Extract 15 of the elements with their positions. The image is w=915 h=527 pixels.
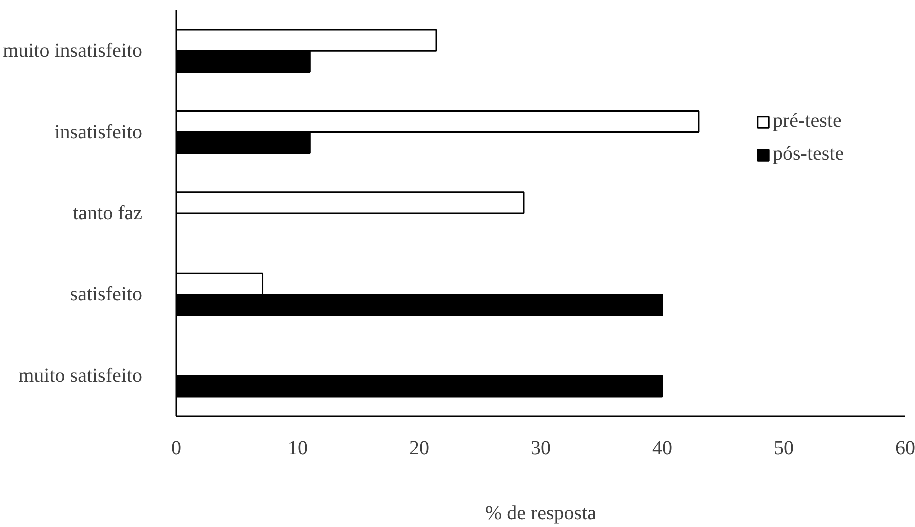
x-tick-label: 60 xyxy=(896,438,915,460)
x-tick-label: 50 xyxy=(774,438,794,460)
x-tick-label: 30 xyxy=(531,438,551,460)
y-tick-label: insatisfeito xyxy=(54,121,142,144)
y-tick-label: muito satisfeito xyxy=(18,364,143,387)
y-tick-label: satisfeito xyxy=(70,284,143,306)
legend-label: pré-teste xyxy=(773,110,842,133)
y-tick-label: muito insatisfeito xyxy=(3,40,143,62)
legend-label: pós-teste xyxy=(773,143,844,166)
x-tick-label: 40 xyxy=(652,438,672,460)
y-tick-label: tanto faz xyxy=(73,202,143,224)
x-tick-label: 0 xyxy=(172,438,182,460)
x-tick-label: 10 xyxy=(288,438,308,460)
x-tick-label: 20 xyxy=(410,438,430,460)
x-axis-title: % de resposta xyxy=(485,502,597,524)
